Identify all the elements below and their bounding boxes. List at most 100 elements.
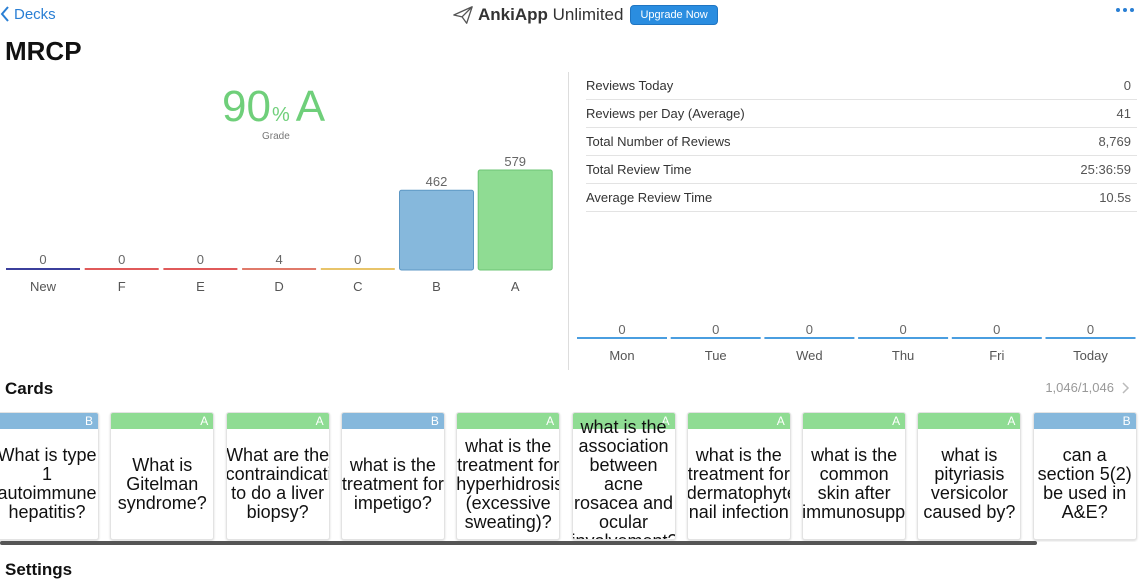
brand-name: AnkiApp Unlimited (478, 5, 624, 24)
flashcard[interactable]: B What is type 1 autoimmune hepatitis? (0, 412, 99, 540)
cards-carousel[interactable]: B What is type 1 autoimmune hepatitis? A Wh… (0, 412, 1140, 542)
card-grade: A (776, 414, 785, 428)
week-day-label: Tue (705, 348, 727, 363)
week-bar-value: 0 (1087, 322, 1094, 337)
cards-count-link[interactable]: 1,046/1,046 (1045, 380, 1130, 395)
week-day-label: Today (1073, 348, 1108, 363)
stat-row: Reviews per Day (Average) 41 (586, 100, 1137, 128)
grade-bar-value: 0 (197, 252, 204, 267)
grade-bar-value: 0 (118, 252, 125, 267)
week-bar-value: 0 (993, 322, 1000, 337)
week-day-label: Wed (796, 348, 823, 363)
card-grade: A (661, 414, 670, 428)
week-bar-thu (858, 337, 949, 339)
week-day-label: Fri (989, 348, 1004, 363)
card-question: what is the common skin after immunosupp… (802, 445, 906, 522)
stat-label: Total Review Time (586, 162, 692, 177)
card-grade-band: A (572, 413, 675, 429)
grade-category-label: B (432, 279, 441, 294)
grade-bar-value: 579 (504, 154, 526, 169)
grade-category-label: F (118, 279, 126, 294)
grade-category-label: New (30, 279, 57, 294)
stat-row: Reviews Today 0 (586, 72, 1137, 100)
card-grade: A (1007, 414, 1016, 428)
grade-bar-f (84, 268, 159, 270)
cards-heading: Cards (5, 379, 54, 398)
stat-value: 41 (1116, 106, 1131, 121)
grade-bar-a (477, 169, 553, 271)
card-question: What are the contraindications to do a l… (225, 445, 330, 522)
stat-label: Average Review Time (586, 190, 713, 205)
card-question: what is pityriasis versicolor caused by? (923, 445, 1016, 522)
grade-category-label: E (196, 279, 205, 294)
top-bar: Decks AnkiApp Unlimited Upgrade Now (0, 0, 1140, 30)
card-grade: A (546, 414, 555, 428)
grade-percent: 90 (222, 82, 271, 131)
grade-bar-new (6, 268, 80, 270)
week-day-label: Thu (892, 348, 914, 363)
flashcard[interactable]: A What is Gitelman syndrome? (110, 412, 215, 540)
card-grade-band: B (1033, 413, 1136, 429)
horizontal-scrollbar[interactable] (0, 541, 1037, 545)
grade-category-label: D (274, 279, 283, 294)
grade-summary: 90 % A (222, 82, 325, 132)
paper-plane-icon (453, 6, 473, 24)
back-button[interactable]: Decks (0, 4, 56, 24)
grade-bar-d (242, 268, 317, 270)
chevron-right-icon (1122, 381, 1130, 394)
card-grade-band: A (457, 413, 560, 429)
card-question: what is the association between acne ros… (573, 416, 675, 539)
card-grade: A (200, 414, 209, 428)
card-grade: B (84, 414, 93, 428)
grade-distribution-chart: 0 New 0 F 0 E 4 D 0 C 462 B 579 A (6, 154, 553, 294)
chevron-left-icon (0, 6, 9, 22)
card-grade-band: B (0, 413, 98, 429)
card-grade-band: A (687, 413, 790, 429)
stats-table: Reviews Today 0 Reviews per Day (Average) 4… (586, 72, 1137, 212)
stat-row: Total Review Time 25:36:59 (586, 156, 1137, 184)
cards-count: 1,046/1,046 (1045, 380, 1114, 395)
deck-title: MRCP (5, 36, 82, 66)
card-question: What is Gitelman syndrome? (117, 454, 207, 513)
stat-label: Total Number of Reviews (586, 134, 731, 149)
back-label: Decks (14, 5, 56, 23)
weekly-reviews-chart: 0 Mon 0 Tue 0 Wed 0 Thu 0 Fri 0 Today (577, 322, 1136, 363)
week-bar-mon (577, 337, 667, 339)
grade-bar-value: 4 (275, 252, 282, 267)
stat-label: Reviews Today (586, 78, 674, 93)
week-bar-value: 0 (899, 322, 906, 337)
brand: AnkiApp Unlimited Upgrade Now (452, 3, 718, 27)
grade-category-label: C (353, 279, 362, 294)
card-grade-band: A (918, 413, 1021, 429)
week-bar-value: 0 (618, 322, 625, 337)
grade-caption: Grade (262, 131, 290, 142)
settings-heading: Settings (5, 560, 73, 579)
stat-row: Total Number of Reviews 8,769 (586, 128, 1137, 156)
more-options-icon[interactable] (1116, 8, 1134, 12)
week-bar-wed (764, 337, 855, 339)
flashcard[interactable]: A What are the contraindications to do a … (225, 412, 330, 540)
card-question: can a section 5(2) be used in A&E? (1037, 445, 1132, 522)
card-grade-band: A (111, 413, 214, 429)
grade-bar-value: 0 (39, 252, 46, 267)
vertical-divider (568, 72, 569, 370)
grade-percent-sign: % (271, 104, 290, 126)
stat-label: Reviews per Day (Average) (586, 106, 745, 121)
card-grade-band: A (803, 413, 906, 429)
week-day-label: Mon (609, 348, 634, 363)
card-question: What is type 1 autoimmune hepatitis? (0, 445, 97, 522)
stat-value: 8,769 (1098, 134, 1131, 149)
card-question: what is the treatment for hyperhidrosis … (456, 435, 561, 532)
upgrade-now-button[interactable]: Upgrade Now (630, 5, 718, 25)
card-question: what is the treatment for dermatophyte n… (686, 445, 791, 522)
grade-letter: A (295, 82, 326, 131)
week-bar-tue (670, 337, 761, 339)
grade-bar-value: 0 (354, 252, 361, 267)
